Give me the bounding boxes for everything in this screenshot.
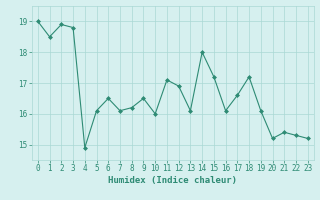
X-axis label: Humidex (Indice chaleur): Humidex (Indice chaleur) bbox=[108, 176, 237, 185]
